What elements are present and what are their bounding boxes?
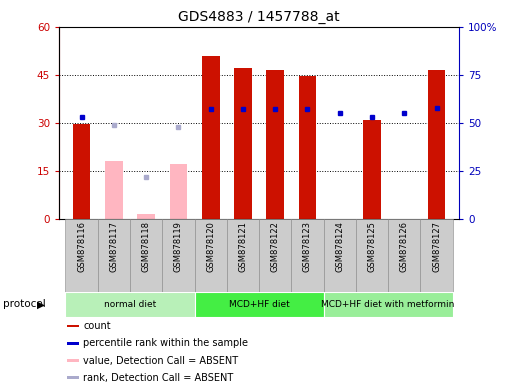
Title: GDS4883 / 1457788_at: GDS4883 / 1457788_at: [178, 10, 340, 25]
Bar: [67, 376, 79, 379]
Text: GSM878125: GSM878125: [367, 221, 377, 272]
Text: GSM878118: GSM878118: [142, 221, 151, 272]
Bar: [137, 214, 155, 219]
Bar: [227, 219, 259, 292]
Text: GSM878124: GSM878124: [335, 221, 344, 272]
Text: ▶: ▶: [37, 299, 46, 310]
Bar: [67, 342, 79, 344]
Bar: [259, 219, 291, 292]
Bar: [234, 68, 252, 219]
Text: GSM878121: GSM878121: [239, 221, 247, 272]
Text: GSM878120: GSM878120: [206, 221, 215, 272]
Bar: [428, 70, 445, 219]
Bar: [324, 292, 452, 317]
Bar: [169, 164, 187, 219]
Bar: [202, 56, 220, 219]
Bar: [73, 124, 90, 219]
Bar: [299, 76, 317, 219]
Bar: [356, 219, 388, 292]
Text: percentile rank within the sample: percentile rank within the sample: [83, 338, 248, 348]
Bar: [266, 70, 284, 219]
Bar: [194, 219, 227, 292]
Bar: [194, 292, 324, 317]
Text: MCD+HF diet with metformin: MCD+HF diet with metformin: [322, 300, 455, 309]
Text: value, Detection Call = ABSENT: value, Detection Call = ABSENT: [83, 356, 238, 366]
Text: GSM878126: GSM878126: [400, 221, 409, 272]
Bar: [97, 219, 130, 292]
Text: GSM878119: GSM878119: [174, 221, 183, 272]
Text: protocol: protocol: [3, 299, 45, 310]
Text: GSM878127: GSM878127: [432, 221, 441, 272]
Bar: [162, 219, 194, 292]
Bar: [66, 219, 97, 292]
Text: GSM878123: GSM878123: [303, 221, 312, 272]
Bar: [291, 219, 324, 292]
Bar: [130, 219, 162, 292]
Bar: [388, 219, 421, 292]
Text: MCD+HF diet: MCD+HF diet: [229, 300, 289, 309]
Text: rank, Detection Call = ABSENT: rank, Detection Call = ABSENT: [83, 372, 233, 382]
Bar: [324, 219, 356, 292]
Bar: [67, 325, 79, 328]
Bar: [421, 219, 452, 292]
Bar: [105, 161, 123, 219]
Bar: [66, 292, 194, 317]
Text: GSM878116: GSM878116: [77, 221, 86, 272]
Bar: [67, 359, 79, 362]
Text: GSM878117: GSM878117: [109, 221, 119, 272]
Text: count: count: [83, 321, 111, 331]
Text: normal diet: normal diet: [104, 300, 156, 309]
Bar: [363, 120, 381, 219]
Text: GSM878122: GSM878122: [271, 221, 280, 272]
